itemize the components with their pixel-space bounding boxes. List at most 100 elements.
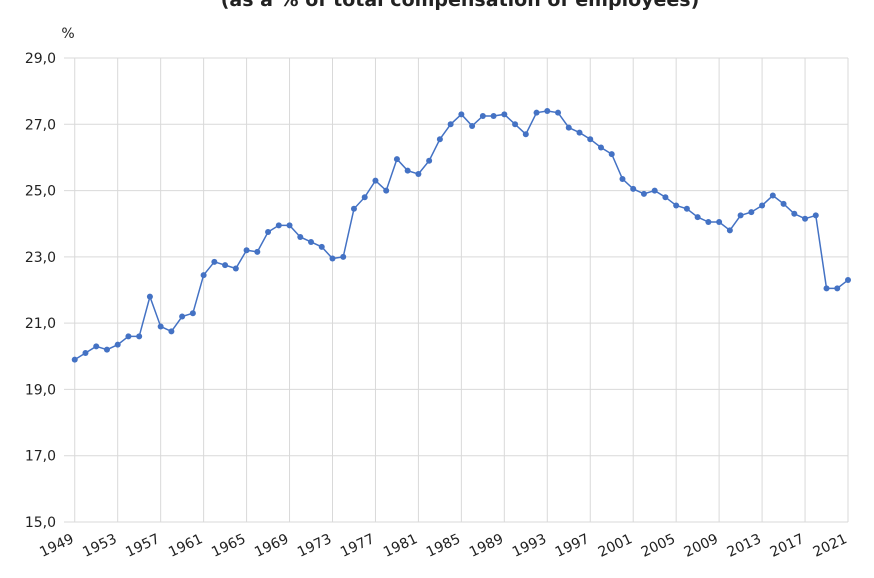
- point: [393, 156, 400, 163]
- y-tick-label: 21,0: [25, 316, 56, 332]
- y-tick-label: 23,0: [25, 250, 56, 266]
- point: [286, 222, 293, 229]
- y-tick-label: 29,0: [25, 51, 56, 67]
- point: [791, 210, 798, 217]
- x-tick-label: 1953: [80, 531, 119, 561]
- point: [662, 194, 669, 201]
- point: [673, 202, 680, 209]
- point: [587, 136, 594, 143]
- point: [651, 187, 658, 194]
- point: [834, 285, 841, 292]
- point: [726, 227, 733, 234]
- point: [71, 356, 78, 363]
- x-tick-label: 1985: [424, 531, 463, 561]
- point: [802, 215, 809, 222]
- point: [458, 111, 465, 118]
- point: [318, 243, 325, 250]
- point: [82, 349, 89, 356]
- point: [404, 167, 411, 174]
- point: [189, 310, 196, 317]
- point: [168, 328, 175, 335]
- point: [329, 255, 336, 262]
- point: [93, 343, 100, 350]
- point: [340, 253, 347, 260]
- point: [576, 129, 583, 136]
- x-tick-label: 1949: [37, 531, 76, 561]
- x-tick-label: 2001: [596, 531, 635, 561]
- point: [350, 205, 357, 212]
- point: [265, 229, 272, 235]
- x-tick-label: 1981: [381, 531, 420, 561]
- point: [619, 175, 626, 182]
- point: [630, 185, 637, 192]
- chart-title: (as a % of total compensation of employe…: [221, 0, 700, 11]
- x-tick-label: 1997: [553, 531, 592, 561]
- point: [436, 136, 443, 143]
- point: [372, 177, 379, 184]
- point: [769, 192, 776, 199]
- point: [522, 131, 529, 138]
- x-tick-label: 2013: [725, 531, 764, 561]
- x-tick-label: 2017: [768, 531, 807, 561]
- y-tick-label: 25,0: [25, 184, 56, 200]
- point: [555, 109, 562, 116]
- point: [179, 313, 186, 320]
- y-tick-label: 15,0: [25, 515, 56, 531]
- point: [200, 272, 207, 279]
- x-tick-label: 2021: [811, 531, 850, 561]
- x-tick-label: 1993: [510, 531, 549, 561]
- point: [780, 200, 787, 207]
- point: [275, 222, 282, 229]
- point: [114, 341, 121, 348]
- point: [415, 171, 422, 177]
- point: [157, 323, 164, 330]
- y-unit: %: [61, 26, 74, 42]
- x-tick-label: 1957: [123, 531, 162, 561]
- point: [683, 205, 690, 212]
- point: [447, 121, 454, 128]
- point: [812, 212, 819, 219]
- point: [512, 121, 519, 128]
- point: [426, 157, 433, 164]
- point: [597, 144, 604, 151]
- point: [705, 219, 712, 226]
- point: [845, 277, 851, 284]
- point: [125, 333, 132, 340]
- point: [232, 265, 239, 272]
- x-tick-label: 2009: [682, 531, 721, 561]
- point: [694, 214, 701, 221]
- point: [565, 124, 572, 131]
- point: [479, 113, 486, 119]
- point: [222, 262, 229, 269]
- point: [823, 285, 830, 292]
- x-tick-label: 2005: [639, 531, 678, 561]
- point: [501, 111, 508, 118]
- point: [254, 248, 261, 255]
- point: [490, 113, 497, 119]
- point: [308, 238, 315, 245]
- point: [759, 202, 766, 209]
- y-tick-label: 17,0: [25, 449, 56, 465]
- point: [243, 247, 250, 254]
- x-tick-label: 1989: [467, 531, 506, 561]
- x-tick-label: 1973: [295, 531, 334, 561]
- y-tick-label: 27,0: [25, 117, 56, 133]
- point: [297, 233, 304, 240]
- point: [640, 190, 647, 197]
- x-tick-label: 1961: [166, 531, 205, 561]
- x-tick-label: 1977: [338, 531, 377, 561]
- point: [361, 194, 368, 201]
- point: [544, 108, 551, 115]
- point: [608, 151, 615, 158]
- y-tick-label: 19,0: [25, 382, 56, 398]
- point: [211, 258, 218, 265]
- point: [383, 187, 390, 194]
- point: [136, 333, 143, 340]
- x-tick-label: 1965: [209, 531, 248, 561]
- x-tick-label: 1969: [252, 531, 291, 561]
- point: [748, 209, 755, 216]
- point: [146, 293, 153, 300]
- point: [737, 212, 744, 219]
- point: [533, 109, 540, 116]
